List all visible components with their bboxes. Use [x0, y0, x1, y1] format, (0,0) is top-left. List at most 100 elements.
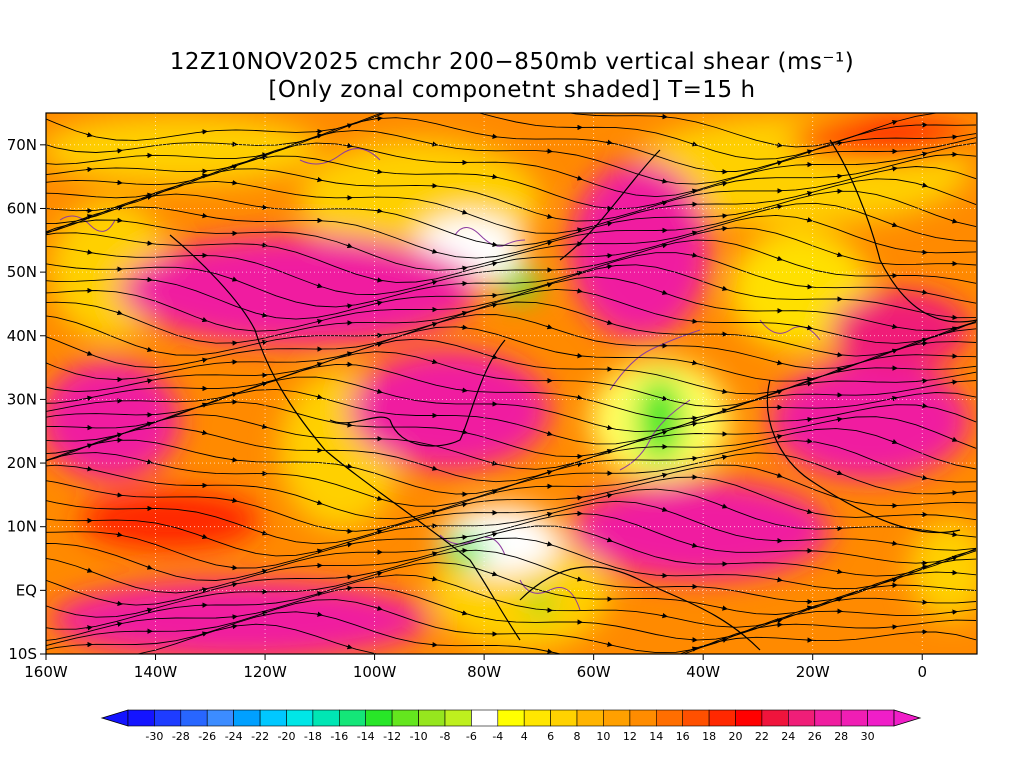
streamline-arrow — [950, 436, 958, 442]
streamline-arrow — [115, 492, 123, 498]
streamline — [46, 537, 977, 594]
streamline-arrow — [260, 312, 268, 318]
streamline-arrow — [775, 434, 783, 440]
colorbar-swatch — [206, 709, 234, 727]
streamline-arrow — [461, 109, 467, 110]
streamline-arrow — [720, 225, 728, 232]
streamline-arrow — [605, 641, 613, 647]
streamline-arrow — [145, 607, 153, 613]
streamline-arrow — [660, 200, 668, 206]
streamline-arrow — [260, 423, 268, 429]
streamline-arrow — [315, 128, 323, 135]
lat-label: 10N — [7, 518, 37, 536]
streamline-arrow — [345, 422, 353, 428]
streamline-arrow — [200, 631, 208, 637]
streamline — [46, 351, 977, 408]
streamline — [46, 363, 977, 420]
streamline-arrow — [430, 248, 438, 254]
streamline-arrow — [805, 605, 813, 611]
streamline-arrow — [920, 289, 928, 295]
streamline-arrow — [690, 455, 698, 462]
streamline — [46, 113, 945, 148]
colorbar-label: -20 — [278, 730, 296, 743]
streamline — [46, 288, 977, 344]
colorbar-swatch — [497, 709, 525, 727]
coastlines — [169, 139, 977, 651]
streamline-arrow — [115, 148, 123, 154]
streamline-arrow — [950, 490, 958, 496]
streamline-arrow — [720, 503, 728, 509]
colorbar-swatch — [338, 709, 366, 727]
colorbar-label: 24 — [781, 730, 795, 743]
streamline-arrow — [315, 362, 323, 368]
streamline-arrow — [230, 623, 238, 630]
colorbar-swatch — [444, 709, 472, 727]
streamline-arrow — [575, 394, 583, 400]
streamline-arrow — [345, 142, 353, 149]
streamline-arrow — [490, 292, 498, 299]
streamline-arrow — [490, 302, 498, 308]
colorbar-swatch — [655, 709, 683, 727]
streamline-arrow — [890, 577, 898, 583]
streamline-arrow — [805, 438, 813, 444]
streamline — [46, 388, 977, 445]
streamline — [46, 252, 977, 308]
colorbar-cap-right — [893, 709, 922, 727]
streamline-arrow — [690, 415, 698, 421]
streamline-arrow — [920, 340, 928, 347]
streamline-arrow — [690, 141, 698, 147]
streamline-arrow — [200, 173, 208, 179]
streamline-arrow — [605, 492, 613, 499]
colorbar-label: -18 — [304, 730, 322, 743]
streamline-arrow — [690, 360, 698, 366]
streamline-arrow — [660, 612, 668, 619]
colorbar-swatch — [576, 709, 604, 727]
streamline-arrow — [545, 511, 553, 518]
streamline-arrow — [890, 222, 898, 228]
streamline-arrow — [605, 221, 613, 227]
streamline-arrow — [720, 285, 728, 291]
streamline-arrow — [430, 509, 438, 515]
streamline-arrow — [315, 499, 323, 506]
streamline — [46, 549, 977, 606]
streamline-arrow — [605, 263, 613, 270]
streamline-arrow — [85, 625, 93, 631]
lon-label: 160W — [24, 663, 68, 681]
streamline-arrow — [200, 533, 208, 539]
streamline-arrow — [660, 506, 668, 512]
streamline-arrow — [430, 551, 438, 557]
lon-label: 80W — [467, 663, 501, 681]
streamline — [46, 214, 977, 271]
streamline — [46, 401, 977, 458]
streamline-arrow — [950, 609, 958, 615]
colorbar-swatch — [787, 709, 815, 727]
lat-label: EQ — [16, 581, 37, 599]
streamline-arrow — [315, 283, 323, 289]
streamline-arrow — [85, 132, 93, 138]
streamline-arrow — [260, 154, 268, 161]
streamline-arrow — [605, 449, 613, 455]
streamline — [46, 513, 977, 569]
streamline-arrow — [200, 429, 208, 436]
streamline-arrow — [605, 537, 613, 543]
streamline-arrow — [490, 133, 498, 140]
streamline-arrow — [375, 168, 383, 175]
colorbar-label: 14 — [649, 730, 663, 743]
colorbar-label: 26 — [808, 730, 822, 743]
streamline — [46, 202, 977, 259]
streamline-arrow — [575, 576, 583, 582]
colorbar-label: 28 — [834, 730, 848, 743]
streamline-arrow — [690, 542, 698, 548]
streamline-arrow — [490, 173, 498, 180]
streamline-arrow — [430, 358, 438, 365]
streamline-arrow — [775, 160, 783, 166]
streamline — [46, 476, 977, 532]
streamline-arrow — [431, 95, 437, 96]
streamline-arrow — [230, 581, 238, 588]
streamline-arrow — [720, 213, 728, 219]
streamline-arrow — [315, 611, 323, 617]
streamline-arrow — [775, 142, 783, 148]
streamline-arrow — [200, 402, 208, 408]
streamline-arrow — [430, 279, 438, 286]
lon-label: 0 — [917, 663, 927, 681]
